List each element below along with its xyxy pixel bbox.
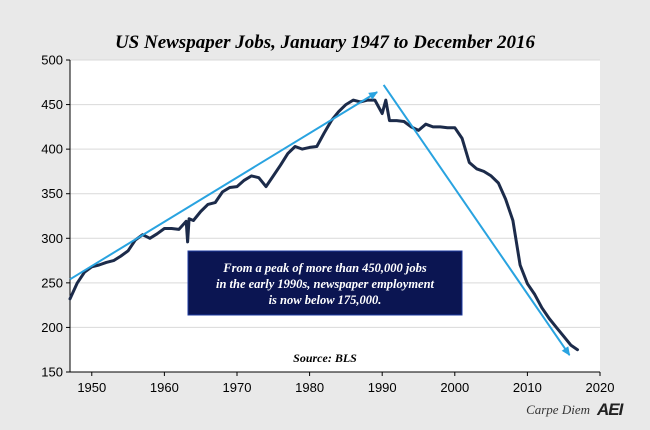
x-tick-label-1980: 1980 bbox=[295, 380, 324, 395]
brand-label: Carpe Diem bbox=[526, 402, 590, 417]
y-tick-label-300: 300 bbox=[41, 231, 63, 246]
series-line-0 bbox=[68, 98, 579, 352]
source-note: Source: BLS bbox=[293, 351, 357, 365]
x-tick-label-1950: 1950 bbox=[77, 380, 106, 395]
series-group bbox=[68, 98, 579, 352]
y-tick-label-500: 500 bbox=[41, 53, 63, 68]
trend-arrow-1 bbox=[69, 91, 378, 281]
annotation-line-3: is now below 175,000. bbox=[269, 293, 382, 307]
chart-title: US Newspaper Jobs, January 1947 to Decem… bbox=[115, 32, 536, 53]
annotation-box: From a peak of more than 450,000 jobs in… bbox=[187, 250, 463, 316]
axes bbox=[69, 60, 600, 373]
x-tick-label-1960: 1960 bbox=[150, 380, 179, 395]
y-tick-label-250: 250 bbox=[41, 275, 63, 290]
x-axis-ticks: 1950 1960 1970 1980 1990 2000 2010 2020 bbox=[77, 372, 614, 395]
x-tick-label-1990: 1990 bbox=[368, 380, 397, 395]
gridlines bbox=[70, 59, 600, 328]
y-tick-label-400: 400 bbox=[41, 142, 63, 157]
annotation-background bbox=[187, 250, 463, 316]
x-tick-label-2010: 2010 bbox=[513, 380, 542, 395]
x-tick-label-1970: 1970 bbox=[223, 380, 252, 395]
x-tick-label-2000: 2000 bbox=[440, 380, 469, 395]
x-tick-label-2020: 2020 bbox=[586, 380, 615, 395]
y-axis-ticks: 150 200 250 300 350 400 450 500 bbox=[41, 53, 70, 380]
trend-arrow-2 bbox=[382, 84, 571, 356]
y-tick-label-350: 350 bbox=[41, 186, 63, 201]
y-tick-label-150: 150 bbox=[41, 365, 63, 380]
annotation-line-1: From a peak of more than 450,000 jobs bbox=[222, 261, 427, 275]
plot-area bbox=[70, 60, 600, 372]
annotation-line-2: in the early 1990s, newspaper employment bbox=[216, 277, 435, 291]
y-tick-label-450: 450 bbox=[41, 97, 63, 112]
y-tick-label-200: 200 bbox=[41, 320, 63, 335]
aei-logo: AEI bbox=[596, 400, 625, 419]
trend-arrows bbox=[69, 84, 571, 356]
